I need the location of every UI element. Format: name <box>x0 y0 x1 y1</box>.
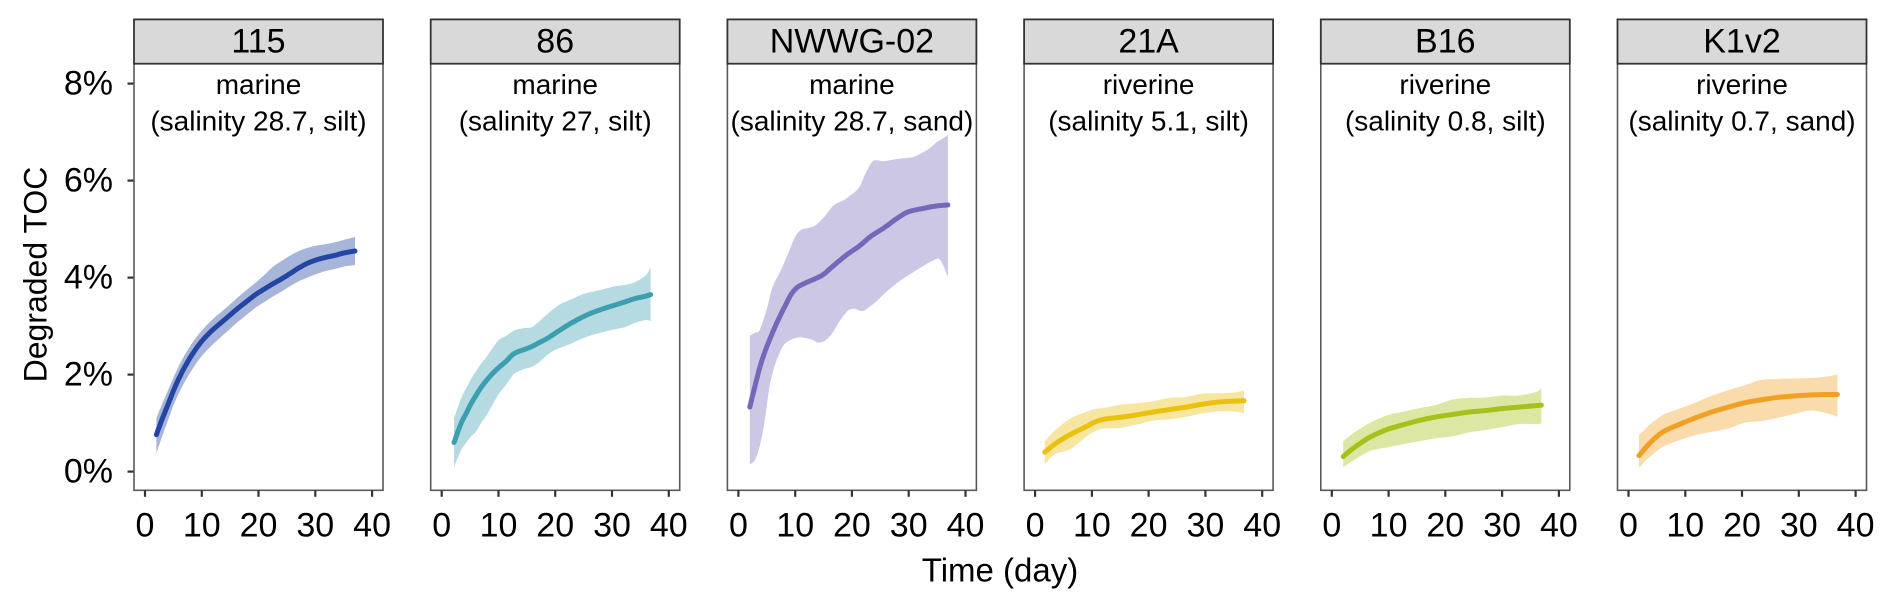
svg-text:10: 10 <box>1666 507 1704 545</box>
svg-text:0: 0 <box>432 507 451 545</box>
svg-text:0: 0 <box>1026 507 1045 545</box>
svg-text:30: 30 <box>1186 507 1224 545</box>
svg-text:6%: 6% <box>64 162 113 200</box>
svg-text:20: 20 <box>1723 507 1761 545</box>
svg-text:(salinity 27, silt): (salinity 27, silt) <box>459 106 652 137</box>
svg-text:30: 30 <box>1483 507 1521 545</box>
svg-text:40: 40 <box>947 507 985 545</box>
svg-text:115: 115 <box>231 23 285 61</box>
svg-text:8%: 8% <box>64 65 113 103</box>
svg-text:30: 30 <box>890 507 928 545</box>
svg-text:riverine: riverine <box>1103 69 1195 100</box>
svg-text:Time (day): Time (day) <box>922 552 1078 589</box>
svg-text:40: 40 <box>1540 507 1578 545</box>
svg-text:0: 0 <box>1619 507 1638 545</box>
svg-text:marine: marine <box>809 69 895 100</box>
svg-text:30: 30 <box>1780 507 1818 545</box>
svg-text:40: 40 <box>650 507 688 545</box>
svg-text:10: 10 <box>1370 507 1408 545</box>
svg-text:(salinity 28.7, sand): (salinity 28.7, sand) <box>731 106 974 137</box>
svg-text:0: 0 <box>1322 507 1341 545</box>
svg-text:20: 20 <box>833 507 871 545</box>
svg-text:40: 40 <box>1243 507 1281 545</box>
svg-text:30: 30 <box>296 507 334 545</box>
svg-text:2%: 2% <box>64 356 113 394</box>
svg-text:riverine: riverine <box>1399 69 1491 100</box>
svg-text:(salinity 5.1, silt): (salinity 5.1, silt) <box>1048 106 1249 137</box>
svg-text:Degraded TOC: Degraded TOC <box>18 167 54 383</box>
svg-text:4%: 4% <box>64 259 113 297</box>
svg-text:10: 10 <box>480 507 518 545</box>
svg-text:20: 20 <box>536 507 574 545</box>
svg-text:B16: B16 <box>1415 23 1476 61</box>
svg-text:40: 40 <box>353 507 391 545</box>
svg-text:marine: marine <box>216 69 302 100</box>
svg-text:(salinity 0.8, silt): (salinity 0.8, silt) <box>1345 106 1546 137</box>
svg-text:K1v2: K1v2 <box>1703 23 1781 61</box>
svg-text:20: 20 <box>240 507 278 545</box>
svg-text:30: 30 <box>593 507 631 545</box>
svg-text:20: 20 <box>1130 507 1168 545</box>
svg-text:10: 10 <box>776 507 814 545</box>
svg-text:20: 20 <box>1426 507 1464 545</box>
svg-text:0: 0 <box>136 507 155 545</box>
svg-text:NWWG-02: NWWG-02 <box>770 23 934 61</box>
svg-text:86: 86 <box>536 23 574 61</box>
svg-text:10: 10 <box>183 507 221 545</box>
svg-text:riverine: riverine <box>1696 69 1788 100</box>
svg-text:0: 0 <box>729 507 748 545</box>
svg-text:0%: 0% <box>64 453 113 491</box>
svg-text:21A: 21A <box>1118 23 1179 61</box>
svg-text:10: 10 <box>1073 507 1111 545</box>
svg-text:marine: marine <box>512 69 598 100</box>
svg-text:40: 40 <box>1837 507 1875 545</box>
svg-text:(salinity 28.7, silt): (salinity 28.7, silt) <box>150 106 366 137</box>
svg-text:(salinity 0.7, sand): (salinity 0.7, sand) <box>1628 106 1855 137</box>
